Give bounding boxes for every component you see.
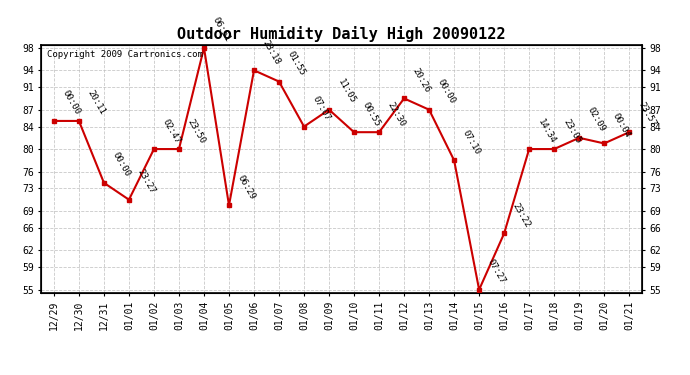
Title: Outdoor Humidity Daily High 20090122: Outdoor Humidity Daily High 20090122 bbox=[177, 27, 506, 42]
Text: 00:00: 00:00 bbox=[111, 151, 132, 178]
Text: 01:55: 01:55 bbox=[286, 50, 307, 77]
Text: 23:50: 23:50 bbox=[186, 117, 207, 145]
Text: 23:22: 23:22 bbox=[511, 201, 532, 229]
Text: 02:47: 02:47 bbox=[161, 117, 182, 145]
Text: 22:30: 22:30 bbox=[386, 100, 407, 128]
Text: 00:00: 00:00 bbox=[61, 89, 82, 117]
Text: 02:09: 02:09 bbox=[586, 106, 607, 134]
Text: 23:57: 23:57 bbox=[636, 100, 658, 128]
Text: 00:55: 00:55 bbox=[361, 100, 382, 128]
Text: 23:05: 23:05 bbox=[561, 117, 582, 145]
Text: 06:29: 06:29 bbox=[236, 173, 257, 201]
Text: 23:27: 23:27 bbox=[136, 168, 157, 195]
Text: 00:04: 00:04 bbox=[611, 111, 632, 139]
Text: 20:26: 20:26 bbox=[411, 66, 432, 94]
Text: 06:51: 06:51 bbox=[211, 16, 232, 44]
Text: 23:18: 23:18 bbox=[261, 38, 282, 66]
Text: 07:07: 07:07 bbox=[311, 94, 332, 122]
Text: Copyright 2009 Cartronics.com: Copyright 2009 Cartronics.com bbox=[48, 50, 204, 59]
Text: 07:10: 07:10 bbox=[461, 128, 482, 156]
Text: 20:11: 20:11 bbox=[86, 89, 107, 117]
Text: 11:05: 11:05 bbox=[336, 78, 357, 105]
Text: 14:34: 14:34 bbox=[536, 117, 558, 145]
Text: 00:00: 00:00 bbox=[436, 78, 457, 105]
Text: 07:27: 07:27 bbox=[486, 258, 507, 285]
